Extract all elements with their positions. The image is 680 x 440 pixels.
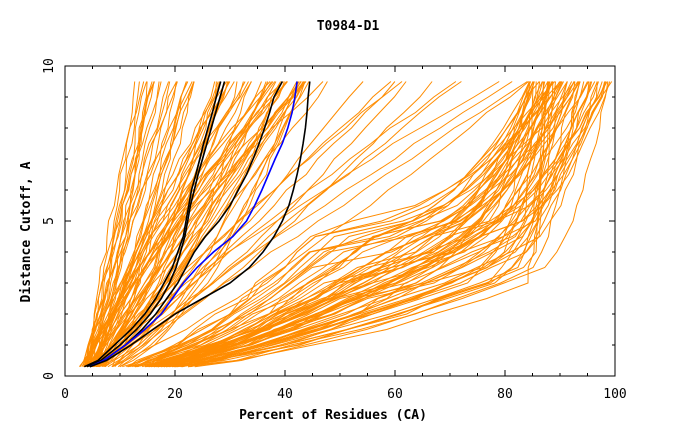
background-model-line xyxy=(147,81,553,368)
background-model-line xyxy=(91,81,500,367)
background-model-line xyxy=(85,81,148,367)
background-model-line xyxy=(96,81,238,368)
background-model-line xyxy=(126,81,562,368)
background-model-line xyxy=(176,81,581,368)
background-model-line xyxy=(146,81,579,368)
y-tick-label: 0 xyxy=(42,372,57,380)
background-model-line xyxy=(162,81,613,368)
background-model-line xyxy=(181,81,568,368)
chart-title: T0984-D1 xyxy=(317,19,380,34)
background-model-line xyxy=(90,81,155,367)
y-tick-label: 5 xyxy=(42,217,57,225)
background-model-line xyxy=(141,81,544,368)
background-model-line xyxy=(92,81,148,367)
background-model-line xyxy=(182,81,576,368)
background-model-line xyxy=(146,81,535,368)
x-axis-label: Percent of Residues (CA) xyxy=(239,408,427,423)
background-model-line xyxy=(94,81,140,367)
background-model-line xyxy=(103,81,187,367)
background-model-line xyxy=(90,81,249,367)
x-tick-label: 60 xyxy=(387,387,403,402)
background-model-line xyxy=(90,81,244,367)
background-model-line xyxy=(111,81,310,368)
background-model-line xyxy=(93,81,178,367)
background-model-line xyxy=(180,81,598,368)
background-model-line xyxy=(166,81,556,368)
background-model-line xyxy=(119,81,304,368)
highlighted-series-group xyxy=(83,81,311,368)
x-tick-label: 100 xyxy=(603,387,626,402)
background-model-line xyxy=(91,81,228,367)
x-tick-label: 80 xyxy=(497,387,513,402)
x-axis: 0 20 40 60 80 100 xyxy=(61,66,627,402)
series-line-black-4 xyxy=(89,81,311,368)
background-model-line xyxy=(104,81,407,368)
background-model-line xyxy=(165,81,550,368)
series-line-black-1 xyxy=(83,81,222,368)
x-tick-label: 0 xyxy=(61,387,69,402)
background-model-line xyxy=(137,81,561,368)
background-model-line xyxy=(134,81,590,368)
background-model-line xyxy=(85,81,170,367)
background-model-line xyxy=(155,81,579,368)
background-model-line xyxy=(114,81,252,368)
background-model-line xyxy=(95,81,287,367)
background-model-line xyxy=(107,81,433,368)
background-model-line xyxy=(83,81,195,368)
background-model-line xyxy=(188,81,549,368)
background-model-line xyxy=(79,81,155,368)
background-model-line xyxy=(132,81,530,368)
background-model-line xyxy=(96,81,305,367)
background-model-line xyxy=(86,81,284,367)
x-tick-label: 20 xyxy=(167,387,183,402)
background-model-line xyxy=(194,81,609,368)
background-model-line xyxy=(145,81,534,368)
background-model-line xyxy=(84,81,171,367)
background-series-group xyxy=(79,81,613,368)
background-model-line xyxy=(135,81,581,368)
y-axis-label: Distance Cutoff, A xyxy=(19,161,34,302)
background-model-line xyxy=(96,81,306,367)
x-tick-label: 40 xyxy=(277,387,293,402)
background-model-line xyxy=(119,81,299,368)
background-model-line xyxy=(167,81,537,368)
background-model-line xyxy=(90,81,221,367)
series-line-black-2 xyxy=(86,81,226,368)
y-axis: 0 5 10 xyxy=(42,58,615,380)
background-model-line xyxy=(134,81,576,368)
background-model-line xyxy=(97,81,177,367)
background-model-line xyxy=(99,81,230,367)
y-tick-label: 10 xyxy=(42,58,57,74)
background-model-line xyxy=(157,81,580,368)
background-model-line xyxy=(136,81,532,368)
background-model-line xyxy=(98,81,528,368)
background-model-line xyxy=(174,81,581,368)
background-model-line xyxy=(128,81,554,368)
series-line-black-3 xyxy=(89,81,284,368)
background-model-line xyxy=(99,81,302,368)
background-model-line xyxy=(112,81,529,368)
background-model-line xyxy=(149,81,535,368)
series-line-blue xyxy=(89,81,298,368)
